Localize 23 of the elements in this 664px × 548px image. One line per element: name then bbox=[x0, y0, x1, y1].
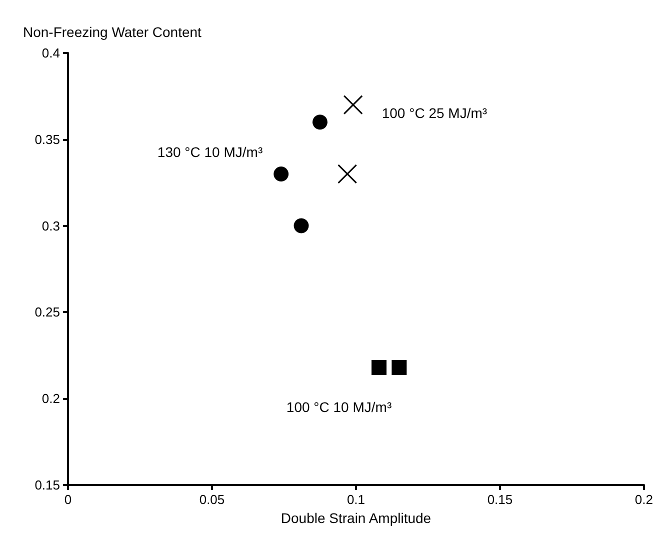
x-tick-label: 0.05 bbox=[199, 492, 225, 507]
x-tick-label: 0 bbox=[64, 492, 72, 507]
x-axis-title: Double Strain Amplitude bbox=[280, 510, 432, 526]
series-label: 100 °C 25 MJ/m³ bbox=[382, 104, 488, 121]
point bbox=[372, 360, 387, 375]
y-tick-label: 0.35 bbox=[34, 132, 60, 147]
series-label: 100 °C 10 MJ/m³ bbox=[286, 398, 392, 415]
x-tick-label: 0.2 bbox=[634, 492, 654, 507]
y-tick-label: 0.15 bbox=[34, 478, 60, 492]
point bbox=[294, 218, 309, 234]
y-tick-label: 0.25 bbox=[34, 304, 60, 320]
y-tick-label: 0.4 bbox=[42, 46, 60, 60]
point bbox=[392, 360, 407, 375]
y-tick-label: 0.2 bbox=[42, 391, 60, 406]
series-label: 130 °C 10 MJ/m³ bbox=[157, 144, 263, 160]
y-axis-title: Non-Freezing Water Content bbox=[23, 24, 202, 40]
y-tick-label: 0.3 bbox=[42, 218, 60, 234]
point bbox=[338, 164, 358, 184]
point bbox=[274, 166, 289, 182]
point bbox=[312, 114, 328, 130]
x-tick-label: 0.15 bbox=[487, 492, 513, 507]
point bbox=[343, 95, 363, 115]
x-tick-label: 0.1 bbox=[346, 492, 366, 507]
